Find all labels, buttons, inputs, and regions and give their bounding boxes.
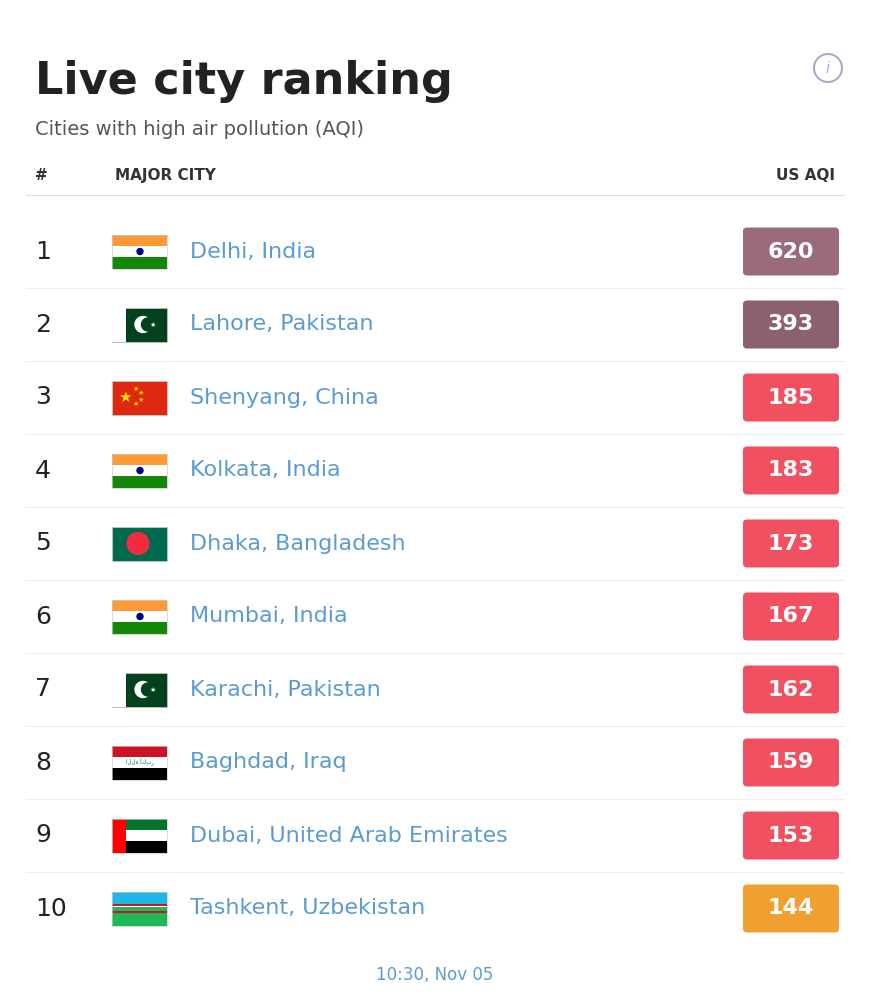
- Text: ★: ★: [149, 322, 156, 328]
- Text: US AQI: US AQI: [775, 168, 834, 182]
- FancyBboxPatch shape: [742, 447, 838, 495]
- FancyBboxPatch shape: [112, 910, 168, 912]
- Text: Cities with high air pollution (AQI): Cities with high air pollution (AQI): [35, 120, 363, 139]
- Text: 10: 10: [35, 896, 67, 920]
- FancyBboxPatch shape: [126, 830, 168, 841]
- Text: 162: 162: [767, 679, 813, 699]
- Text: 173: 173: [767, 533, 813, 553]
- Text: ★: ★: [132, 401, 138, 407]
- Text: 185: 185: [767, 387, 813, 407]
- Text: الله أكبر: الله أكبر: [126, 759, 154, 767]
- FancyBboxPatch shape: [126, 819, 168, 830]
- FancyBboxPatch shape: [112, 819, 126, 852]
- Circle shape: [136, 248, 143, 255]
- Text: Dubai, United Arab Emirates: Dubai, United Arab Emirates: [189, 826, 507, 845]
- Circle shape: [136, 614, 143, 620]
- Text: Live city ranking: Live city ranking: [35, 60, 453, 103]
- FancyBboxPatch shape: [112, 380, 168, 414]
- FancyBboxPatch shape: [742, 738, 838, 787]
- FancyBboxPatch shape: [112, 904, 168, 906]
- Text: Tashkent, Uzbekistan: Tashkent, Uzbekistan: [189, 898, 425, 918]
- Text: 7: 7: [35, 677, 50, 701]
- FancyBboxPatch shape: [742, 884, 838, 933]
- Text: ★: ★: [132, 386, 138, 392]
- Text: 2: 2: [35, 313, 51, 336]
- Text: ★: ★: [138, 390, 144, 396]
- FancyBboxPatch shape: [742, 227, 838, 276]
- FancyBboxPatch shape: [112, 258, 168, 269]
- Text: Delhi, India: Delhi, India: [189, 241, 315, 262]
- FancyBboxPatch shape: [742, 666, 838, 713]
- Circle shape: [136, 468, 143, 474]
- Text: 9: 9: [35, 824, 50, 847]
- Text: 183: 183: [767, 461, 813, 481]
- FancyBboxPatch shape: [112, 672, 168, 706]
- FancyBboxPatch shape: [112, 308, 168, 341]
- Circle shape: [135, 317, 151, 333]
- FancyBboxPatch shape: [742, 301, 838, 348]
- Text: ★: ★: [117, 390, 131, 405]
- FancyBboxPatch shape: [742, 812, 838, 859]
- Circle shape: [127, 532, 149, 554]
- FancyBboxPatch shape: [742, 373, 838, 422]
- FancyBboxPatch shape: [112, 757, 168, 769]
- Text: ★: ★: [138, 397, 144, 402]
- Text: 4: 4: [35, 459, 51, 483]
- Text: Lahore, Pakistan: Lahore, Pakistan: [189, 315, 373, 335]
- FancyBboxPatch shape: [126, 841, 168, 852]
- FancyBboxPatch shape: [112, 622, 168, 634]
- FancyBboxPatch shape: [112, 526, 168, 560]
- FancyBboxPatch shape: [112, 672, 126, 706]
- Text: 6: 6: [35, 605, 51, 629]
- Text: 620: 620: [766, 241, 813, 262]
- FancyBboxPatch shape: [112, 769, 168, 780]
- Text: 144: 144: [767, 898, 813, 918]
- Text: Shenyang, China: Shenyang, China: [189, 387, 378, 407]
- FancyBboxPatch shape: [112, 891, 168, 904]
- Text: Kolkata, India: Kolkata, India: [189, 461, 341, 481]
- FancyBboxPatch shape: [112, 600, 168, 611]
- Text: Mumbai, India: Mumbai, India: [189, 607, 348, 627]
- FancyBboxPatch shape: [112, 454, 168, 465]
- Text: #: #: [35, 168, 48, 182]
- Text: Baghdad, Iraq: Baghdad, Iraq: [189, 752, 346, 773]
- Text: MAJOR CITY: MAJOR CITY: [115, 168, 216, 182]
- FancyBboxPatch shape: [112, 904, 168, 906]
- Text: i: i: [825, 60, 829, 75]
- Text: Karachi, Pakistan: Karachi, Pakistan: [189, 679, 381, 699]
- Text: 153: 153: [767, 826, 813, 845]
- Text: 393: 393: [767, 315, 813, 335]
- FancyBboxPatch shape: [112, 245, 168, 258]
- Circle shape: [135, 681, 151, 697]
- FancyBboxPatch shape: [112, 611, 168, 622]
- Text: ★: ★: [149, 686, 156, 692]
- FancyBboxPatch shape: [112, 745, 168, 757]
- FancyBboxPatch shape: [742, 519, 838, 567]
- Text: 1: 1: [35, 239, 50, 264]
- Text: 10:30, Nov 05: 10:30, Nov 05: [376, 966, 493, 984]
- FancyBboxPatch shape: [112, 476, 168, 488]
- FancyBboxPatch shape: [112, 308, 126, 341]
- Circle shape: [142, 683, 155, 696]
- Text: Dhaka, Bangladesh: Dhaka, Bangladesh: [189, 533, 405, 553]
- FancyBboxPatch shape: [112, 906, 168, 926]
- Text: 8: 8: [35, 750, 51, 775]
- Text: 5: 5: [35, 531, 50, 555]
- Text: 3: 3: [35, 385, 50, 409]
- FancyBboxPatch shape: [112, 234, 168, 245]
- Circle shape: [142, 318, 155, 331]
- FancyBboxPatch shape: [112, 465, 168, 476]
- Text: 167: 167: [766, 607, 813, 627]
- FancyBboxPatch shape: [742, 593, 838, 641]
- Text: 159: 159: [767, 752, 813, 773]
